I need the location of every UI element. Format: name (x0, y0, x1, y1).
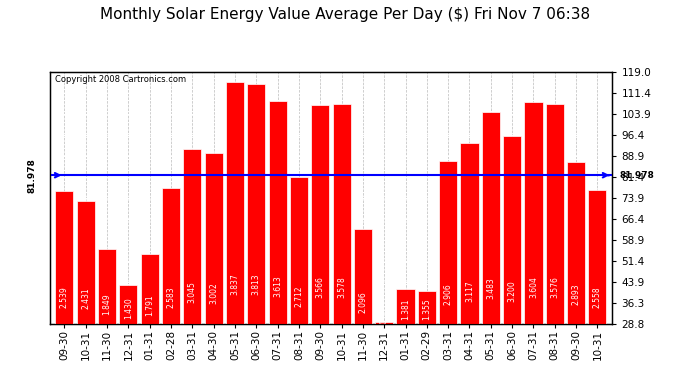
Bar (290, 177, 308, 324)
Text: 81.978: 81.978 (28, 158, 37, 193)
Bar (226, 82, 244, 324)
Bar (55, 192, 74, 324)
Text: 2.096: 2.096 (358, 291, 367, 313)
Text: 2.583: 2.583 (166, 286, 175, 308)
Bar (77, 201, 95, 324)
Text: 2.893: 2.893 (571, 283, 580, 305)
Bar (162, 188, 180, 324)
Text: 2.906: 2.906 (444, 283, 453, 304)
Bar (589, 190, 607, 324)
Bar (567, 162, 585, 324)
Bar (268, 101, 286, 324)
Text: 3.837: 3.837 (230, 273, 239, 295)
Text: 3.578: 3.578 (337, 276, 346, 298)
Text: 3.002: 3.002 (209, 282, 218, 304)
Text: 1.849: 1.849 (103, 294, 112, 315)
Text: 2.558: 2.558 (593, 286, 602, 308)
Bar (546, 104, 564, 324)
Bar (482, 112, 500, 324)
Bar (98, 249, 116, 324)
Bar (141, 254, 159, 324)
Text: 3.576: 3.576 (550, 276, 560, 298)
Text: Monthly Solar Energy Value Average Per Day ($) Fri Nov 7 06:38: Monthly Solar Energy Value Average Per D… (100, 8, 590, 22)
Text: Copyright 2008 Cartronics.com: Copyright 2008 Cartronics.com (55, 75, 186, 84)
Text: 3.604: 3.604 (529, 276, 538, 297)
Bar (439, 160, 457, 324)
Text: 1.791: 1.791 (145, 294, 154, 316)
Bar (247, 84, 266, 324)
Text: 1.355: 1.355 (422, 298, 431, 320)
Bar (460, 143, 479, 324)
Text: 3.483: 3.483 (486, 277, 495, 299)
Bar (418, 291, 436, 324)
Text: 2.431: 2.431 (81, 288, 90, 309)
Bar (354, 229, 372, 324)
Bar (311, 105, 329, 324)
Text: 3.566: 3.566 (316, 276, 325, 298)
Bar (205, 153, 223, 324)
Text: 3.200: 3.200 (508, 280, 517, 302)
Bar (503, 136, 521, 324)
Text: 3.045: 3.045 (188, 281, 197, 303)
Text: 1.381: 1.381 (401, 298, 410, 320)
Text: 81.978: 81.978 (620, 171, 655, 180)
Text: 2.712: 2.712 (295, 285, 304, 306)
Text: 0.987: 0.987 (380, 302, 388, 324)
Text: 1.430: 1.430 (124, 298, 133, 320)
Bar (184, 149, 201, 324)
Text: 3.813: 3.813 (252, 274, 261, 296)
Bar (375, 322, 393, 324)
Bar (119, 285, 137, 324)
Bar (397, 289, 415, 324)
Bar (524, 102, 542, 324)
Bar (333, 104, 351, 324)
Text: 3.117: 3.117 (465, 281, 474, 303)
Text: 2.539: 2.539 (60, 286, 69, 308)
Text: 3.613: 3.613 (273, 276, 282, 297)
